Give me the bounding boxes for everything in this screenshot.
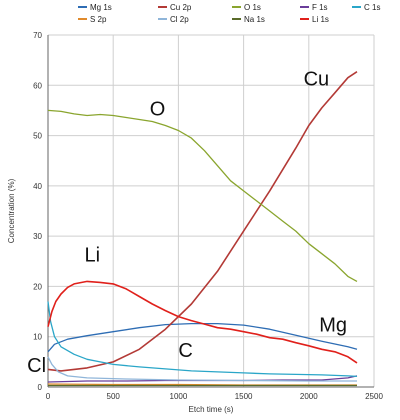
annotation-label: Cu bbox=[304, 68, 330, 90]
y-tick-label: 70 bbox=[33, 31, 42, 40]
y-tick-label: 60 bbox=[33, 81, 42, 90]
annotations: O Cu Li Mg C Cl bbox=[27, 68, 347, 377]
legend-label: F 1s bbox=[312, 3, 328, 12]
legend-label: Cu 2p bbox=[170, 3, 192, 12]
legend-label: Li 1s bbox=[312, 15, 329, 24]
y-tick-label: 0 bbox=[38, 383, 43, 392]
annotation-label: Li bbox=[85, 244, 101, 266]
annotation-label: O bbox=[150, 98, 166, 120]
x-tick-label: 1000 bbox=[170, 392, 188, 401]
series-line-o-1s bbox=[47, 109, 358, 282]
y-tick-label: 30 bbox=[33, 232, 42, 241]
legend-label: Na 1s bbox=[244, 15, 265, 24]
x-tick-label: 500 bbox=[107, 392, 121, 401]
series-line-c-1s bbox=[47, 301, 358, 378]
series-lines bbox=[47, 71, 358, 387]
y-tick-label: 50 bbox=[33, 132, 42, 141]
legend: Mg 1s Cu 2p O 1s F 1s C 1s S 2p Cl 2p Na 1s Li 1… bbox=[78, 3, 380, 24]
axes bbox=[47, 35, 374, 388]
x-tick-label: 2500 bbox=[365, 392, 383, 401]
series-line-mg-1s bbox=[47, 322, 358, 353]
series-line-li-1s bbox=[47, 280, 358, 364]
x-tick-label: 2000 bbox=[300, 392, 318, 401]
y-tick-label: 10 bbox=[33, 333, 42, 342]
y-tick-label: 40 bbox=[33, 182, 42, 191]
annotation-label: C bbox=[178, 340, 192, 362]
legend-label: Cl 2p bbox=[170, 15, 189, 24]
x-tick-label: 1500 bbox=[235, 392, 253, 401]
legend-label: S 2p bbox=[90, 15, 107, 24]
legend-label: C 1s bbox=[364, 3, 380, 12]
series-line-cl-2p bbox=[47, 356, 357, 382]
legend-label: Mg 1s bbox=[90, 3, 112, 12]
x-axis-title: Etch time (s) bbox=[189, 405, 234, 414]
x-tick-label: 0 bbox=[46, 392, 51, 401]
annotation-label: Cl bbox=[27, 355, 46, 377]
legend-label: O 1s bbox=[244, 3, 261, 12]
y-axis-title: Concentration (%) bbox=[7, 178, 16, 243]
tick-labels: 0 10 20 30 40 50 60 70 0 500 1000 1500 2000 2500 bbox=[33, 31, 383, 401]
series-line-cu-2p bbox=[47, 71, 358, 372]
annotation-label: Mg bbox=[319, 315, 347, 337]
y-tick-label: 20 bbox=[33, 282, 42, 291]
